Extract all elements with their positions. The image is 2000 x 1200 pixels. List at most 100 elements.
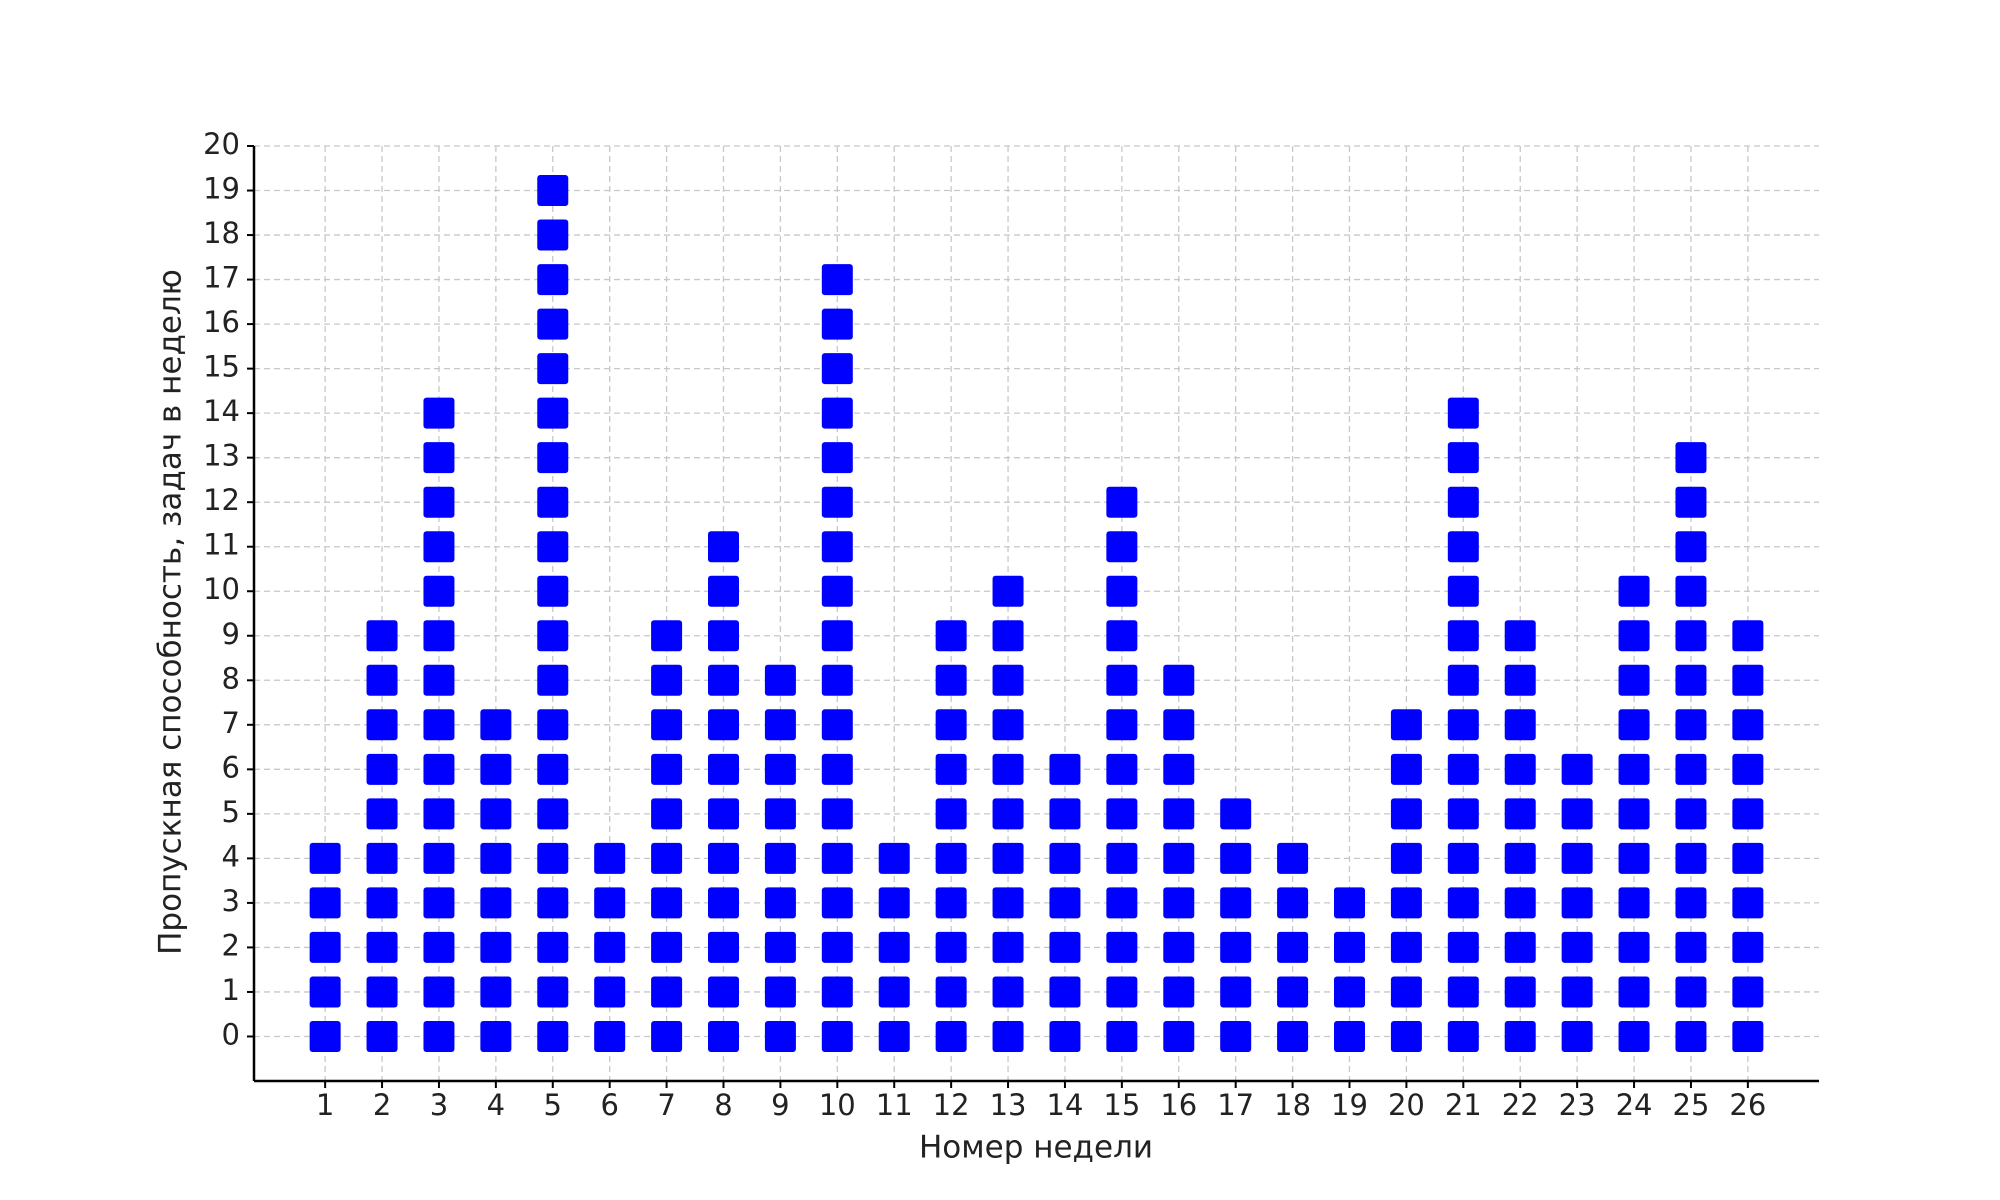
x-tick-label: 21 <box>1445 1088 1482 1122</box>
dot <box>708 709 739 741</box>
dot <box>1390 1020 1422 1052</box>
dot <box>423 397 455 429</box>
x-tick-label: 1 <box>316 1088 334 1122</box>
y-tick-label: 14 <box>203 394 240 428</box>
dot <box>594 931 626 963</box>
dot <box>1561 753 1593 785</box>
x-tick-label: 7 <box>657 1088 675 1122</box>
dot <box>1675 976 1707 1008</box>
dot <box>992 664 1024 696</box>
dot <box>651 976 683 1008</box>
dot <box>935 1020 967 1052</box>
dot <box>1447 976 1479 1008</box>
dot <box>1334 931 1365 963</box>
dot <box>366 664 398 696</box>
dot <box>992 620 1024 652</box>
dot <box>1447 575 1479 607</box>
dot <box>1390 798 1422 830</box>
dot <box>480 931 512 963</box>
x-tick-label: 19 <box>1331 1088 1368 1122</box>
dot <box>1390 976 1422 1008</box>
y-tick-label: 15 <box>203 350 240 384</box>
dot <box>423 931 455 963</box>
x-tick-label: 22 <box>1502 1088 1539 1122</box>
dot <box>708 753 739 785</box>
x-tick-label: 6 <box>600 1088 618 1122</box>
dot <box>1561 798 1593 830</box>
dot <box>1504 931 1536 963</box>
dot <box>1675 664 1707 696</box>
dot <box>708 664 739 696</box>
dot <box>537 219 569 251</box>
y-tick-label: 10 <box>203 572 240 606</box>
dot <box>1504 1020 1536 1052</box>
dot <box>935 842 967 874</box>
dot <box>1618 1020 1650 1052</box>
y-tick-label: 7 <box>222 706 240 740</box>
dot <box>821 353 853 385</box>
dot <box>1504 709 1536 741</box>
dot <box>708 976 739 1008</box>
dot-column <box>1390 709 1422 1052</box>
dot <box>1675 1020 1707 1052</box>
dot <box>1675 798 1707 830</box>
dot-column <box>1049 753 1081 1052</box>
dot <box>821 931 853 963</box>
dot <box>1675 620 1707 652</box>
dot <box>651 664 683 696</box>
x-tick-label: 9 <box>771 1088 789 1122</box>
dot <box>821 575 853 607</box>
dot <box>1618 798 1650 830</box>
dot <box>1277 842 1309 874</box>
dot <box>821 486 853 518</box>
dot <box>423 1020 455 1052</box>
dot <box>1732 753 1764 785</box>
dot <box>594 842 626 874</box>
dot <box>1675 753 1707 785</box>
dot <box>1504 664 1536 696</box>
dot <box>537 531 569 563</box>
dot <box>764 664 796 696</box>
dot <box>1447 798 1479 830</box>
x-tick-label: 11 <box>876 1088 913 1122</box>
dot <box>1675 842 1707 874</box>
dot-column <box>594 842 626 1052</box>
dot <box>1277 976 1309 1008</box>
dot <box>1675 575 1707 607</box>
dot <box>1732 709 1764 741</box>
dot-column <box>935 620 967 1052</box>
dot-column <box>537 175 569 1052</box>
dot <box>537 753 569 785</box>
x-tick-label: 24 <box>1616 1088 1653 1122</box>
y-tick-label: 0 <box>222 1017 240 1051</box>
dot <box>1049 842 1081 874</box>
x-tick-label: 3 <box>430 1088 448 1122</box>
dot <box>537 575 569 607</box>
dot <box>992 1020 1024 1052</box>
dot <box>594 976 626 1008</box>
dot <box>992 842 1024 874</box>
dot <box>1277 1020 1309 1052</box>
dot <box>1732 976 1764 1008</box>
dot <box>1618 931 1650 963</box>
dot <box>651 620 683 652</box>
dot <box>935 709 967 741</box>
dot-column <box>708 531 739 1052</box>
dot <box>366 709 398 741</box>
dot <box>537 976 569 1008</box>
dot <box>423 442 455 474</box>
dot-column <box>1504 620 1536 1052</box>
dot <box>480 887 512 919</box>
x-tick-label: 5 <box>544 1088 562 1122</box>
dot <box>1447 842 1479 874</box>
dot <box>480 798 512 830</box>
y-tick-label: 11 <box>203 528 240 562</box>
dot <box>1106 842 1138 874</box>
dot <box>1049 753 1081 785</box>
dot <box>1504 842 1536 874</box>
dot <box>1675 486 1707 518</box>
x-tick-label: 4 <box>487 1088 505 1122</box>
x-tick-label: 13 <box>990 1088 1027 1122</box>
dot <box>878 976 910 1008</box>
